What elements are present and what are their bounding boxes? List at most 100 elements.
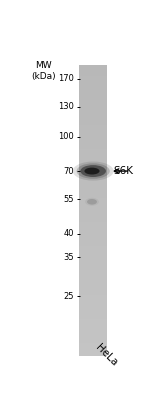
Bar	[79, 320, 107, 321]
Bar	[79, 287, 107, 288]
Bar	[79, 202, 107, 204]
Bar	[79, 259, 107, 260]
Bar	[79, 114, 107, 115]
Bar	[79, 213, 107, 214]
Bar	[79, 223, 107, 224]
Bar	[79, 152, 107, 153]
Bar	[79, 330, 107, 331]
Bar	[79, 318, 107, 319]
Bar	[79, 350, 107, 351]
Bar	[79, 160, 107, 161]
Bar	[79, 348, 107, 349]
Bar	[79, 247, 107, 248]
Ellipse shape	[87, 199, 97, 205]
Bar	[79, 73, 107, 74]
Bar	[79, 168, 107, 169]
Bar	[79, 156, 107, 157]
Text: 100: 100	[58, 132, 74, 141]
Bar	[79, 241, 107, 242]
Bar	[79, 282, 107, 283]
Bar	[79, 115, 107, 116]
Bar	[79, 327, 107, 328]
Bar	[79, 309, 107, 310]
Bar	[79, 310, 107, 311]
Bar	[79, 212, 107, 213]
Bar	[79, 337, 107, 339]
Bar	[79, 300, 107, 301]
Bar	[79, 158, 107, 159]
Bar	[79, 149, 107, 150]
Text: HeLa: HeLa	[93, 343, 119, 368]
Bar	[79, 286, 107, 287]
Bar	[79, 151, 107, 152]
Bar	[79, 236, 107, 237]
Bar	[79, 140, 107, 141]
Bar	[79, 175, 107, 176]
Ellipse shape	[80, 165, 106, 177]
Bar	[79, 249, 107, 250]
Bar	[79, 190, 107, 191]
Bar	[79, 109, 107, 110]
Bar	[79, 313, 107, 314]
Bar	[79, 180, 107, 181]
Bar	[79, 183, 107, 184]
Bar	[79, 340, 107, 341]
Bar	[79, 279, 107, 280]
Bar	[79, 93, 107, 94]
Bar	[79, 89, 107, 90]
Bar	[79, 119, 107, 120]
Bar	[79, 88, 107, 89]
Bar	[79, 204, 107, 206]
Bar	[79, 334, 107, 335]
Bar	[79, 250, 107, 251]
Bar	[79, 261, 107, 262]
Bar	[79, 155, 107, 156]
Text: 70: 70	[63, 166, 74, 175]
Bar	[79, 145, 107, 146]
Bar	[79, 211, 107, 212]
Bar	[79, 354, 107, 355]
Bar	[79, 306, 107, 307]
Bar	[79, 347, 107, 348]
Bar	[79, 197, 107, 198]
Bar	[79, 232, 107, 234]
Bar	[79, 83, 107, 84]
Bar	[79, 272, 107, 274]
Bar	[79, 72, 107, 73]
Bar	[79, 166, 107, 168]
Bar	[79, 64, 107, 66]
Bar	[79, 245, 107, 246]
Bar	[79, 136, 107, 138]
Bar	[79, 216, 107, 217]
Bar	[79, 226, 107, 227]
Bar	[79, 122, 107, 123]
Bar	[79, 231, 107, 232]
Bar	[79, 133, 107, 134]
Bar	[79, 267, 107, 269]
Bar	[79, 116, 107, 117]
Bar	[79, 321, 107, 322]
Bar	[79, 222, 107, 223]
Bar	[79, 248, 107, 249]
Bar	[79, 329, 107, 330]
Bar	[79, 242, 107, 243]
Bar	[79, 331, 107, 332]
Bar	[79, 339, 107, 340]
Bar	[79, 341, 107, 342]
Bar	[79, 237, 107, 239]
Bar	[79, 346, 107, 347]
Bar	[79, 332, 107, 333]
Bar	[79, 153, 107, 154]
Bar	[79, 214, 107, 215]
Bar	[79, 161, 107, 162]
Bar	[79, 292, 107, 293]
Bar	[79, 111, 107, 112]
Bar	[79, 186, 107, 187]
Bar	[79, 244, 107, 245]
Text: 40: 40	[63, 229, 74, 238]
Bar	[79, 147, 107, 148]
Bar	[79, 258, 107, 259]
Bar	[79, 103, 107, 104]
Bar	[79, 176, 107, 177]
Bar	[79, 157, 107, 158]
